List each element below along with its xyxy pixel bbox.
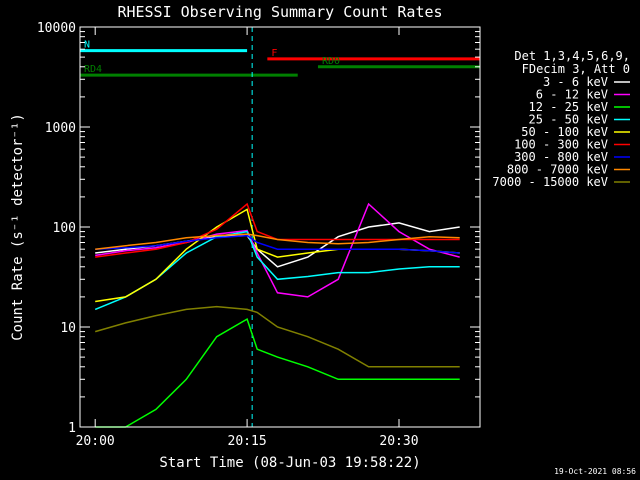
legend-entry-label: 6 - 12 keV — [536, 88, 608, 102]
series-line-7000-15000-kev — [94, 305, 460, 368]
flag-bar-label: RD4 — [84, 64, 102, 75]
legend-entry-label: 100 - 300 keV — [514, 138, 608, 152]
y-tick-label: 100 — [53, 221, 76, 236]
generation-timestamp: 19-Oct-2021 08:56 — [554, 467, 636, 476]
flag-bars: N F RD0 RD4 — [80, 40, 480, 77]
y-tick-label: 10 — [60, 321, 76, 336]
x-axis-label: Start Time (08-Jun-03 19:58:22) — [159, 455, 420, 471]
x-tick-label: 20:30 — [379, 434, 418, 449]
legend-header-line: FDecim 3, Att 0 — [522, 62, 630, 76]
legend-header-line: Det 1,3,4,5,6,9, — [514, 49, 630, 63]
x-tick-label: 20:15 — [228, 434, 267, 449]
y-tick-label: 1 — [68, 421, 76, 436]
legend-entry-label: 300 - 800 keV — [514, 150, 608, 164]
legend-entry-label: 12 - 25 keV — [529, 100, 608, 114]
series-line-800-7000-kev — [95, 233, 460, 250]
legend-entry-label: 800 - 7000 keV — [507, 163, 608, 177]
legend-entry-label: 25 - 50 keV — [529, 113, 608, 127]
legend-entry-label: 7000 - 15000 keV — [492, 175, 608, 189]
series-line-6-12-kev — [95, 202, 460, 298]
flag-bar-label: N — [84, 40, 90, 51]
legend-entry-label: 3 - 6 keV — [543, 75, 608, 89]
x-tick-label: 20:00 — [76, 434, 115, 449]
series-line-12-25-kev — [95, 317, 460, 428]
chart-title: RHESSI Observing Summary Count Rates — [117, 3, 442, 21]
y-tick-label: 1000 — [45, 121, 76, 136]
flag-bar-label: F — [271, 48, 277, 59]
series-line-300-800-kev — [95, 234, 460, 254]
axis-ticks: 20:00 20:15 20:30 1 10 100 1000 10000 — [37, 21, 480, 449]
legend-entry-label: 50 - 100 keV — [521, 125, 608, 139]
flag-bar-label: RD0 — [322, 56, 340, 67]
y-axis-label: Count Rate (s⁻¹ detector⁻¹) — [10, 113, 26, 341]
data-series — [94, 202, 460, 428]
legend: Det 1,3,4,5,6,9,FDecim 3, Att 03 - 6 keV… — [492, 49, 630, 189]
y-tick-label: 10000 — [37, 21, 76, 36]
